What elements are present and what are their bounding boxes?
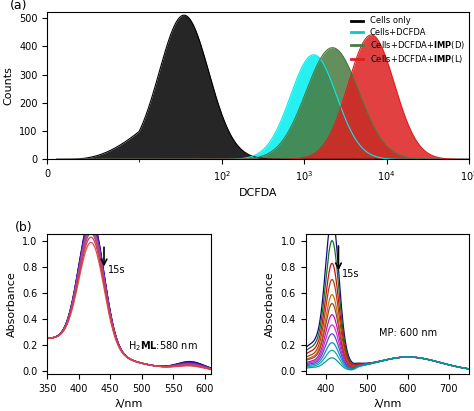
Text: MP: 600 nm: MP: 600 nm	[379, 328, 438, 338]
Legend: Cells only, Cells+DCFDA, Cells+DCFDA+$\bf{IMP}$(D), Cells+DCFDA+$\bf{IMP}$(L): Cells only, Cells+DCFDA, Cells+DCFDA+$\b…	[351, 16, 465, 65]
Y-axis label: Absorbance: Absorbance	[265, 271, 275, 337]
Y-axis label: Counts: Counts	[4, 67, 14, 105]
Text: (a): (a)	[9, 0, 27, 12]
Text: 15s: 15s	[109, 265, 126, 275]
X-axis label: DCFDA: DCFDA	[239, 188, 278, 199]
Text: (b): (b)	[15, 221, 32, 234]
Text: 15s: 15s	[342, 269, 359, 279]
Y-axis label: Absorbance: Absorbance	[7, 271, 17, 337]
Text: H$_2$$\bf{ML}$:580 nm: H$_2$$\bf{ML}$:580 nm	[128, 339, 198, 353]
X-axis label: λ/nm: λ/nm	[374, 399, 401, 409]
X-axis label: λ/nm: λ/nm	[115, 399, 143, 409]
